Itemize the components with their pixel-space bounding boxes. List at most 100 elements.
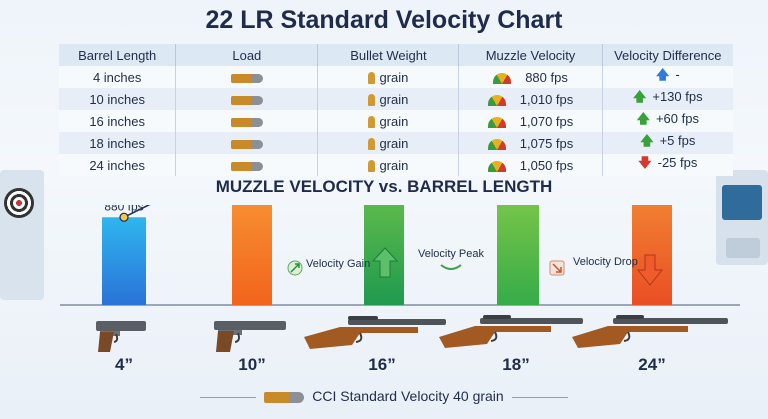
bullet-tip-icon [368, 94, 376, 107]
muzzle-velocity-value: 1,070 fps [519, 113, 574, 129]
barrel-length-label: 24” [638, 355, 666, 374]
muzzle-velocity-cell: 1,075 fps [458, 132, 603, 154]
header-load: Load [175, 44, 319, 66]
header-barrel-length: Barrel Length [59, 44, 177, 66]
gauge-icon [493, 72, 512, 84]
velocity-difference-value: +5 fps [659, 133, 696, 148]
load-cell [175, 110, 319, 132]
barrel-length-cell: 24 inches [59, 154, 177, 176]
table-row: 10 inches grain 1,010 fps 🡅 +130 fps [59, 88, 733, 110]
down-arrow-icon [636, 254, 664, 286]
velocity-drop-label: Velocity Drop [573, 256, 638, 268]
bullet-tip-icon [368, 116, 376, 129]
velocity-difference-cell: 🡅 +60 fps [602, 110, 733, 132]
footer: CCI Standard Velocity 40 grain [0, 388, 768, 404]
velocity-difference-cell: 🡅 - [602, 66, 733, 88]
velocity-difference-cell: 🡅 +5 fps [602, 132, 733, 154]
data-point [119, 212, 129, 222]
muzzle-velocity-value: 1,010 fps [519, 91, 574, 107]
muzzle-velocity-value: 880 fps [525, 69, 568, 85]
muzzle-velocity-cell: 1,070 fps [458, 110, 603, 132]
muzzle-velocity-value: 1,075 fps [519, 135, 574, 151]
velocity-peak-icon [440, 264, 462, 270]
long-pistol-icon [214, 321, 286, 352]
velocity-difference-value: - [675, 67, 680, 82]
table-row: 4 inches grain 880 fps 🡅 - [59, 66, 733, 88]
table-row: 24 inches grain 1,050 fps 🡇 -25 fps [59, 154, 733, 176]
monitor-icon [722, 185, 762, 220]
velocity-difference-value: +60 fps [655, 111, 699, 126]
bullet-icon [230, 117, 263, 127]
muzzle-velocity-cell: 1,050 fps [458, 154, 603, 176]
barrel-length-label: 4” [115, 355, 133, 374]
velocity-difference-cell: 🡇 -25 fps [602, 154, 733, 176]
bullet-weight-cell: grain [317, 66, 460, 88]
velocity-bar [497, 205, 539, 305]
barrel-length-label: 16” [368, 355, 396, 374]
velocity-difference-value: +130 fps [652, 89, 703, 104]
pistol-icon [96, 321, 146, 352]
gauge-icon [487, 138, 506, 150]
bullet-weight-cell: grain [317, 110, 460, 132]
bullet-tip-icon [368, 160, 376, 173]
down-arrow-icon: 🡇 [638, 155, 652, 170]
gauge-icon [487, 160, 506, 172]
up-arrow-icon: 🡅 [655, 67, 670, 82]
velocity-table: Barrel Length Load Bullet Weight Muzzle … [59, 44, 733, 176]
bullet-icon [230, 139, 263, 149]
bullet-icon [230, 161, 263, 171]
rifle-16-icon [304, 316, 446, 349]
velocity-bar [232, 205, 272, 305]
table-header-row: Barrel Length Load Bullet Weight Muzzle … [59, 44, 733, 66]
bullet-weight-value: grain [379, 157, 409, 173]
up-arrow-icon: 🡅 [636, 111, 650, 126]
bullet-weight-value: grain [379, 113, 409, 129]
barrel-length-label: 10” [238, 355, 266, 374]
velocity-bar [102, 217, 146, 305]
table-row: 16 inches grain 1,070 fps 🡅 +60 fps [59, 110, 733, 132]
velocity-gain-icon [287, 260, 303, 276]
data-label: 880 fps [104, 205, 143, 213]
velocity-difference-value: -25 fps [657, 155, 698, 170]
gauge-icon [487, 94, 506, 106]
bullet-tip-icon [368, 138, 376, 151]
bullet-weight-value: grain [379, 91, 409, 107]
barrel-length-cell: 4 inches [59, 66, 177, 88]
load-cell [175, 66, 319, 88]
velocity-gain-label: Velocity Gain [306, 258, 370, 270]
velocity-drop-icon [549, 260, 565, 276]
page-title: 22 LR Standard Velocity Chart [205, 6, 563, 34]
table-row: 18 inches grain 1,075 fps 🡅 +5 fps [59, 132, 733, 154]
bullet-weight-cell: grain [317, 88, 460, 110]
bullet-weight-value: grain [379, 69, 409, 85]
velocity-difference-cell: 🡅 +130 fps [602, 88, 733, 110]
up-arrow-icon: 🡅 [632, 89, 647, 104]
bullet-weight-cell: grain [317, 132, 460, 154]
bullet-weight-value: grain [379, 135, 409, 151]
footer-divider-left [200, 396, 257, 398]
bullet-icon [230, 73, 263, 83]
console-icon [726, 238, 760, 258]
barrel-length-cell: 16 inches [59, 110, 177, 132]
bullet-icon [230, 95, 263, 105]
bullet-icon [264, 391, 305, 403]
footer-divider-right [511, 396, 568, 398]
velocity-peak-label: Velocity Peak [418, 248, 485, 260]
header-bullet-weight: Bullet Weight [317, 44, 460, 66]
chart-title: MUZZLE VELOCITY vs. BARREL LENGTH [215, 177, 553, 196]
load-cell [175, 132, 319, 154]
velocity-bar-chart: 880 fps1010 fps1070 fps1075 fps1050 fps … [60, 205, 740, 306]
bullet-tip-icon [368, 72, 376, 85]
barrel-length-label: 18” [502, 355, 530, 374]
header-velocity-difference: Velocity Difference [602, 44, 733, 66]
barrel-length-cell: 10 inches [59, 88, 177, 110]
muzzle-velocity-value: 1,050 fps [519, 157, 574, 173]
gauge-icon [487, 116, 506, 128]
load-cell [175, 88, 319, 110]
rifle-18-icon [439, 315, 583, 348]
shooting-target-icon [4, 188, 34, 218]
up-arrow-icon: 🡅 [640, 133, 654, 148]
barrel-length-cell: 18 inches [59, 132, 177, 154]
footer-label: CCI Standard Velocity 40 grain [312, 388, 504, 404]
up-arrow-icon [371, 247, 399, 278]
